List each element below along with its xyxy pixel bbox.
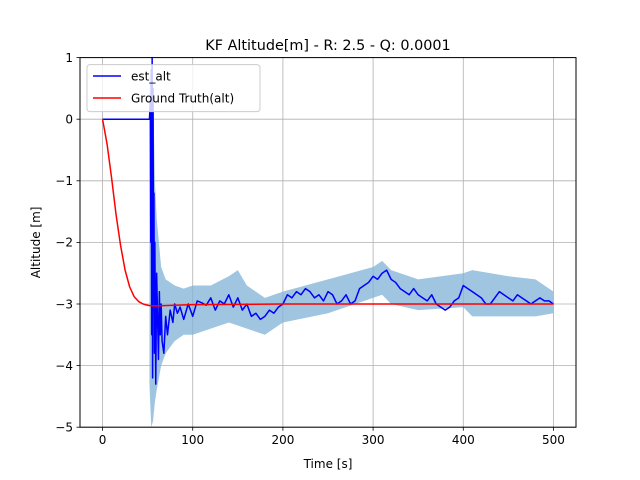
y-tick-label: −1 bbox=[55, 174, 73, 188]
series-layer bbox=[101, 56, 554, 385]
x-tick-label: 400 bbox=[452, 433, 475, 447]
x-axis-label: Time [s] bbox=[303, 457, 353, 471]
y-tick-label: 1 bbox=[65, 51, 73, 65]
ticks: 0 100 200 300 400 500 −5 −4 −3 −2 −1 0 1 bbox=[55, 51, 565, 447]
chart-title: KF Altitude[m] - R: 2.5 - Q: 0.0001 bbox=[205, 38, 450, 54]
legend: est_alt Ground Truth(alt) bbox=[86, 64, 261, 113]
y-tick-label: −5 bbox=[55, 421, 73, 435]
legend-box bbox=[86, 64, 261, 113]
series-line-ground-truth bbox=[101, 119, 554, 307]
y-tick-label: 0 bbox=[65, 113, 73, 127]
x-tick-label: 200 bbox=[271, 433, 294, 447]
series-line-est-alt bbox=[102, 56, 554, 385]
x-tick-label: 300 bbox=[362, 433, 385, 447]
legend-label-ground-truth: Ground Truth(alt) bbox=[131, 91, 234, 105]
x-tick-label: 100 bbox=[181, 433, 204, 447]
y-tick-label: −2 bbox=[55, 236, 73, 250]
x-tick-label: 500 bbox=[542, 433, 565, 447]
x-tick-label: 0 bbox=[99, 433, 107, 447]
y-tick-label: −4 bbox=[55, 359, 73, 373]
y-tick-label: −3 bbox=[55, 297, 73, 311]
legend-label-est-alt: est_alt bbox=[131, 69, 171, 83]
y-axis-label: Altitude [m] bbox=[29, 207, 43, 279]
